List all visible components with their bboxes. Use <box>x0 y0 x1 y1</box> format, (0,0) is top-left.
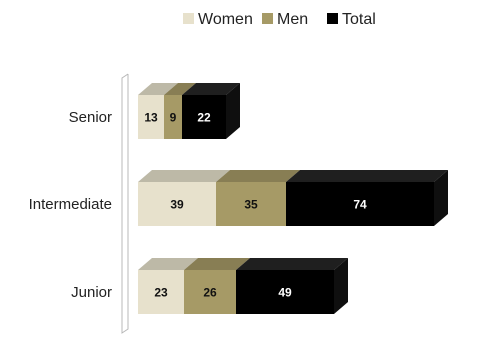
bar-junior-total <box>236 270 334 314</box>
data-label-junior-men: 26 <box>203 286 217 300</box>
bar-intermediate-women <box>138 182 216 226</box>
bar-top-intermediate-men <box>216 170 300 182</box>
data-label-intermediate-women: 39 <box>170 198 184 212</box>
data-label-intermediate-total: 74 <box>353 198 367 212</box>
legend-label-women: Women <box>198 11 253 28</box>
bar-junior-women <box>138 270 184 314</box>
bar-row-senior <box>138 83 240 139</box>
bar-row-junior <box>138 258 348 314</box>
bar-side-junior <box>334 258 348 314</box>
data-label-junior-total: 49 <box>278 286 292 300</box>
bar-top-junior-total <box>236 258 348 270</box>
bars <box>138 83 448 314</box>
category-label-senior: Senior <box>69 109 112 126</box>
legend-swatch-total <box>327 13 338 24</box>
bar-intermediate-men <box>216 182 286 226</box>
data-label-junior-women: 23 <box>154 286 168 300</box>
legend-swatch-women <box>183 13 194 24</box>
legend-item-total: Total <box>327 11 376 28</box>
category-label-junior: Junior <box>71 284 112 301</box>
data-label-intermediate-men: 35 <box>244 198 258 212</box>
data-label-senior-total: 22 <box>197 111 211 125</box>
axis-wall-line <box>121 73 129 334</box>
data-labels: 13 9 22 39 35 74 23 26 49 <box>144 111 367 300</box>
category-label-intermediate: Intermediate <box>29 196 112 213</box>
legend: Women Men Total <box>183 11 376 28</box>
bar-senior-women <box>138 95 164 139</box>
bar-side-intermediate <box>434 170 448 226</box>
bar-top-senior-total <box>182 83 240 95</box>
legend-swatch-men <box>262 13 273 24</box>
bar-senior-men <box>164 95 182 139</box>
bar-intermediate-total <box>286 182 434 226</box>
legend-item-men: Men <box>262 11 308 28</box>
legend-label-men: Men <box>277 11 308 28</box>
bar-top-junior-men <box>184 258 250 270</box>
chart-back-wall <box>121 73 129 334</box>
data-label-senior-women: 13 <box>144 111 158 125</box>
bar-top-intermediate-women <box>138 170 230 182</box>
legend-label-total: Total <box>342 11 376 28</box>
bar-top-senior-men <box>164 83 196 95</box>
bar-junior-men <box>184 270 236 314</box>
bar-row-intermediate <box>138 170 448 226</box>
bar-side-senior <box>226 83 240 139</box>
data-label-senior-men: 9 <box>170 111 177 125</box>
bar-top-senior-women <box>138 83 178 95</box>
legend-item-women: Women <box>183 11 253 28</box>
bar-top-junior-women <box>138 258 198 270</box>
bar-top-intermediate-total <box>286 170 448 182</box>
bar-senior-total <box>182 95 226 139</box>
category-labels: Senior Intermediate Junior <box>29 109 112 301</box>
